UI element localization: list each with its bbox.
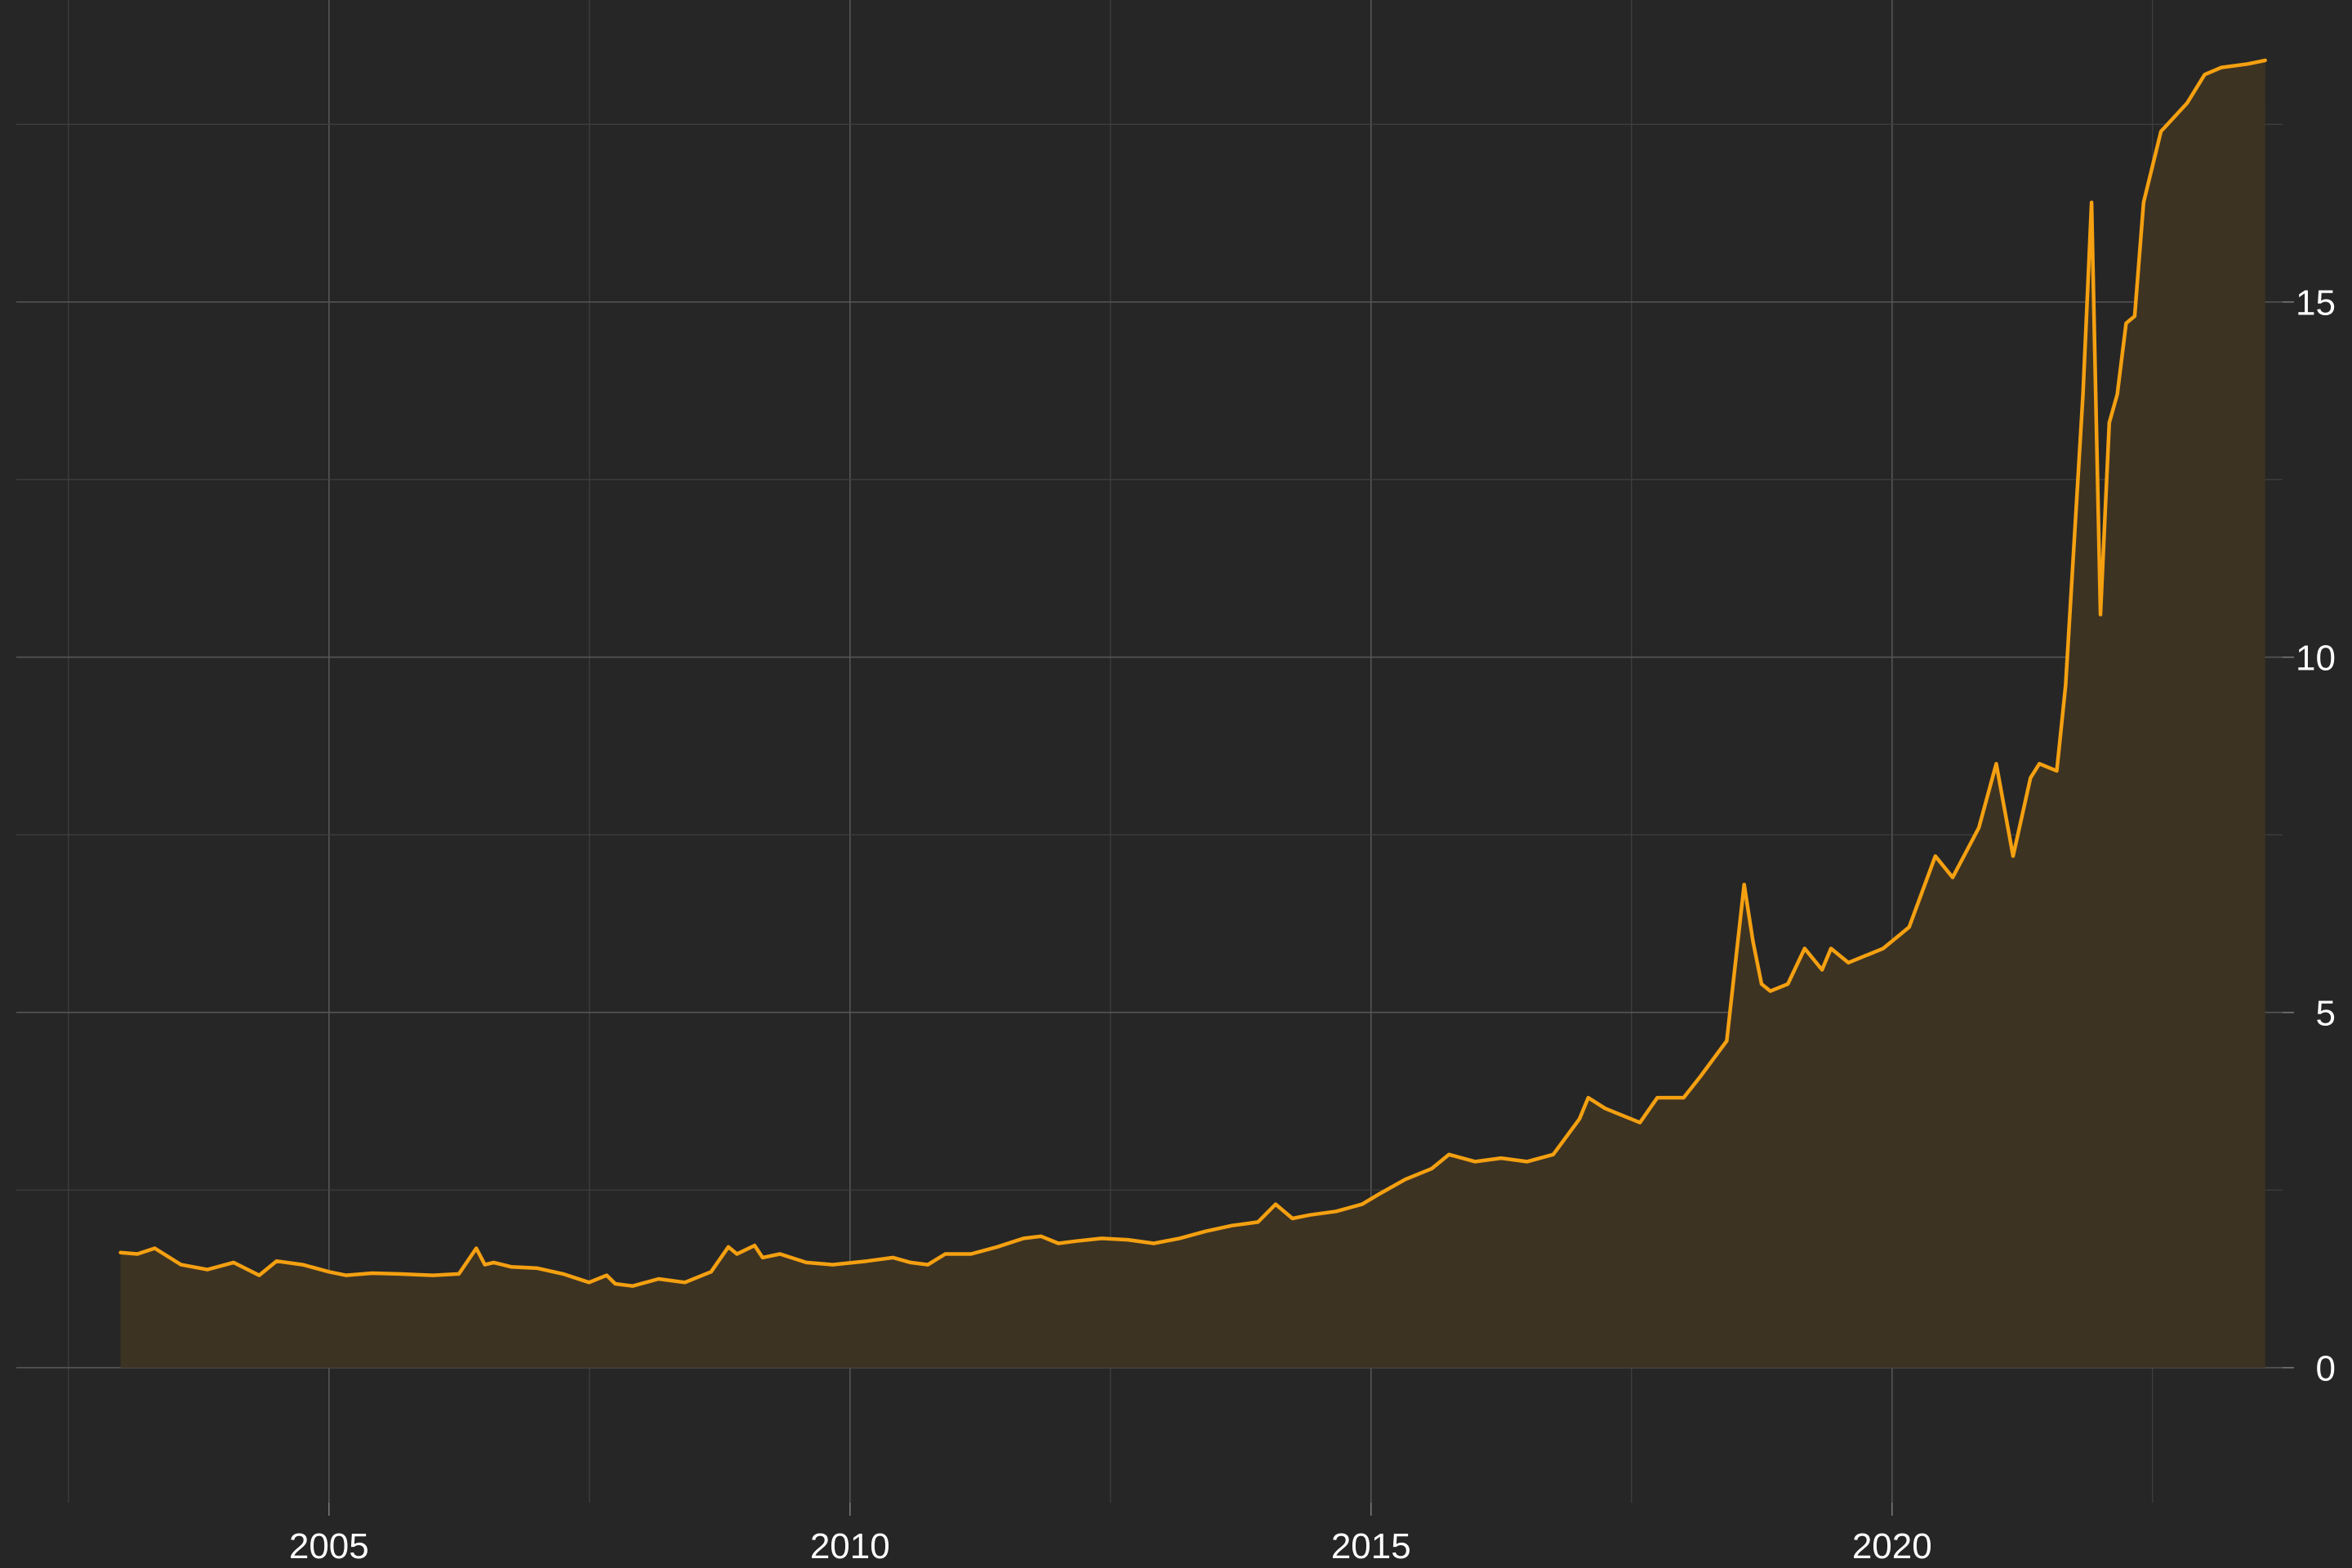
y-tick-label: 0	[2316, 1349, 2336, 1389]
x-tick-label: 2010	[810, 1526, 890, 1566]
series-line-path	[118, 58, 2267, 1288]
x-axis: 2005 2010 2015 2020	[289, 1503, 1932, 1566]
x-tick-label: 2005	[289, 1526, 369, 1566]
x-tick-label: 2020	[1852, 1526, 1932, 1566]
series-area-fill	[120, 60, 2265, 1368]
series-line	[118, 58, 2267, 1288]
y-tick-label: 15	[2296, 283, 2336, 323]
series-area	[120, 60, 2265, 1368]
y-tick-label: 10	[2296, 639, 2336, 679]
y-axis: 0 5 10 15	[2283, 283, 2336, 1389]
x-tick-label: 2015	[1331, 1526, 1411, 1566]
y-tick-label: 5	[2316, 994, 2336, 1034]
